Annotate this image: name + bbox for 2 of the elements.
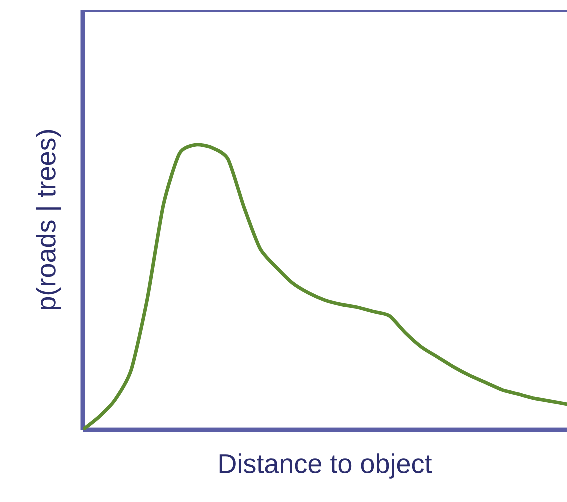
x-axis-title: Distance to object xyxy=(220,454,432,479)
y-axis-title: p(roads | trees) xyxy=(36,130,62,310)
